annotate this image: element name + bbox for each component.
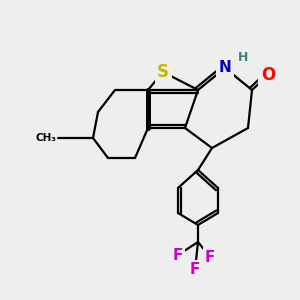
Text: F: F — [190, 262, 200, 278]
Text: H: H — [238, 51, 248, 64]
Text: O: O — [261, 66, 275, 84]
Text: N: N — [219, 61, 231, 76]
Text: F: F — [173, 248, 183, 262]
Text: CH₃: CH₃ — [35, 133, 56, 143]
Text: F: F — [205, 250, 215, 265]
Text: S: S — [157, 63, 169, 81]
